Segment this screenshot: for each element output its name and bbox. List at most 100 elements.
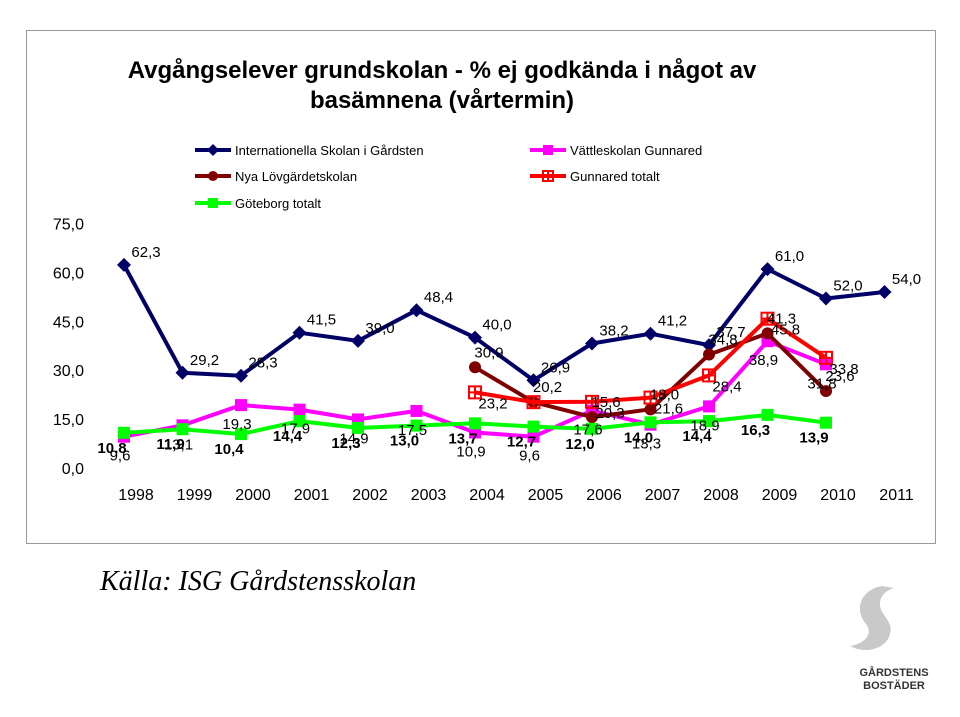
data-label: 29,2 [190, 352, 219, 369]
data-label: 17,5 [398, 422, 427, 439]
data-label: 40,0 [482, 317, 511, 334]
data-label: 16,3 [741, 422, 770, 439]
data-point [292, 325, 307, 340]
data-label: 23,2 [478, 395, 507, 412]
data-point [644, 403, 657, 416]
data-point [526, 395, 541, 410]
x-tick-label: 2003 [411, 487, 447, 504]
y-tick-label: 15,0 [53, 412, 84, 429]
x-tick-label: 2009 [762, 487, 798, 504]
data-label: 41,3 [767, 310, 796, 327]
data-point [586, 422, 598, 435]
data-point [819, 291, 833, 306]
data-label: 14,4 [273, 428, 303, 445]
data-label: 13,1 [164, 436, 193, 453]
data-label: 39,0 [365, 320, 394, 337]
legend-label: Gunnared totalt [570, 169, 660, 184]
data-label: 28,4 [712, 378, 741, 395]
data-label: 13,0 [390, 433, 419, 450]
data-label: 41,5 [307, 312, 336, 329]
data-label: 38,2 [599, 322, 628, 339]
data-label: 20,2 [533, 379, 562, 396]
data-point [235, 399, 247, 412]
data-point [176, 423, 189, 436]
legend-item: Nya Lövgärdetskolan [195, 169, 357, 184]
data-point [527, 420, 540, 433]
data-point [760, 311, 775, 326]
x-tick-label: 2002 [352, 487, 388, 504]
data-point [410, 419, 423, 432]
data-label: 9,6 [110, 448, 131, 465]
data-label: 38,9 [749, 352, 778, 369]
data-point [118, 426, 130, 439]
x-tick-label: 2007 [645, 487, 681, 504]
data-label: 31,8 [807, 375, 836, 392]
data-label: 28,3 [248, 355, 277, 372]
data-label: 14,0 [624, 429, 653, 446]
data-label: 41,2 [658, 313, 687, 330]
data-label: 33,8 [829, 361, 858, 378]
legend-label: Nya Lövgärdetskolan [235, 169, 357, 184]
legend-label: Göteborg totalt [235, 196, 321, 211]
y-tick-label: 0,0 [62, 461, 84, 478]
data-label: 10,8 [97, 440, 126, 457]
x-tick-label: 1998 [118, 487, 154, 504]
data-point [293, 415, 306, 428]
data-label: 14,4 [682, 428, 712, 445]
data-label: 12,3 [331, 435, 360, 452]
y-tick-label: 75,0 [53, 217, 84, 234]
data-label: 13,9 [799, 430, 828, 447]
data-label: 45,8 [771, 322, 800, 339]
data-point [527, 430, 540, 443]
data-label: 61,0 [775, 248, 804, 265]
data-point [643, 390, 658, 405]
data-point [820, 385, 832, 398]
series-0 [117, 257, 892, 388]
data-label: 12,7 [507, 434, 536, 451]
data-label: 13,3 [632, 436, 661, 453]
data-point [586, 411, 598, 424]
x-tick-label: 2000 [235, 487, 271, 504]
data-label: 9,6 [519, 448, 540, 465]
data-point [644, 416, 657, 429]
data-label: 26,9 [541, 359, 570, 376]
data-point [819, 350, 833, 365]
data-label: 10,4 [214, 441, 244, 458]
legend-marker [208, 198, 218, 208]
data-point [703, 415, 715, 428]
data-point [702, 338, 716, 353]
data-label: 18,0 [650, 386, 679, 403]
data-label: 12,0 [565, 436, 594, 453]
x-tick-label: 2011 [879, 487, 914, 504]
legend-marker [543, 145, 553, 155]
x-tick-label: 2001 [294, 487, 330, 504]
data-point [643, 326, 658, 341]
legend-marker [207, 144, 219, 156]
data-label: 17,6 [573, 422, 602, 439]
legend-label: Internationella Skolan i Gårdsten [235, 143, 424, 158]
data-label: 10,9 [456, 443, 485, 460]
data-point [820, 416, 832, 429]
chart-frame [26, 30, 936, 544]
data-point [585, 394, 599, 409]
data-point [703, 348, 715, 361]
series-4 [118, 408, 832, 441]
data-label: 17,9 [281, 421, 310, 438]
chart-title: Avgångselever grundskolan - % ej godkänd… [127, 57, 757, 114]
data-label: 62,3 [131, 244, 160, 261]
data-point [410, 404, 423, 417]
legend-item: Göteborg totalt [195, 196, 321, 211]
data-label: 52,0 [833, 277, 862, 294]
data-point [468, 385, 482, 400]
legend-item: Gunnared totalt [530, 169, 660, 184]
gardstens-bostader-logo: GÅRDSTENS BOSTÄDER [850, 586, 929, 692]
x-tick-label: 1999 [177, 487, 213, 504]
data-point [761, 327, 774, 340]
data-point [703, 400, 715, 413]
data-point [526, 373, 541, 388]
series-3 [468, 311, 833, 410]
data-point [409, 303, 424, 318]
data-point [293, 403, 306, 416]
logo-line1: GÅRDSTENS [859, 666, 928, 679]
data-label: 14,9 [339, 430, 368, 447]
